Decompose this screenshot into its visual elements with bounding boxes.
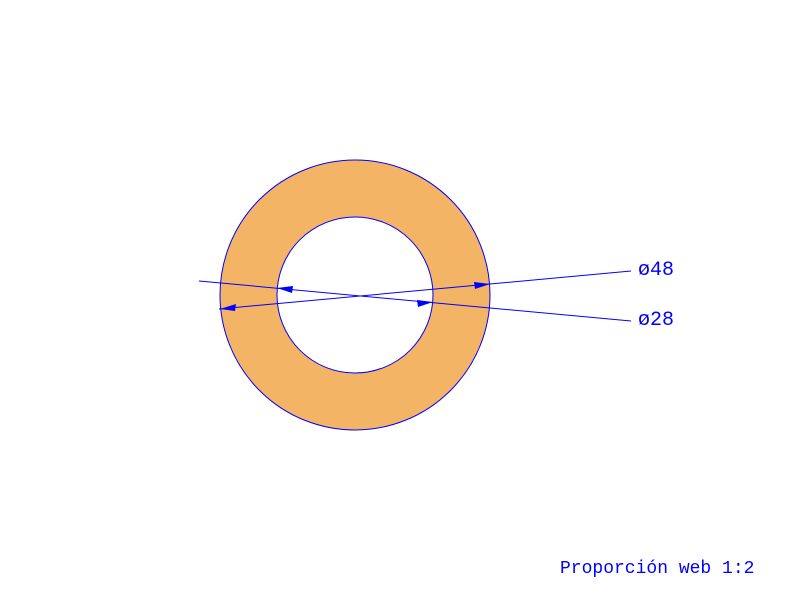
diagram-canvas: ø48 ø28 Proporción web 1:2 [0, 0, 800, 600]
inner-diameter-label: ø28 [638, 309, 674, 332]
inner-diameter-arrow-right [417, 300, 433, 307]
inner-diameter-arrow-left [277, 286, 293, 293]
scale-footer: Proporción web 1:2 [560, 559, 754, 579]
outer-diameter-label: ø48 [638, 259, 674, 282]
